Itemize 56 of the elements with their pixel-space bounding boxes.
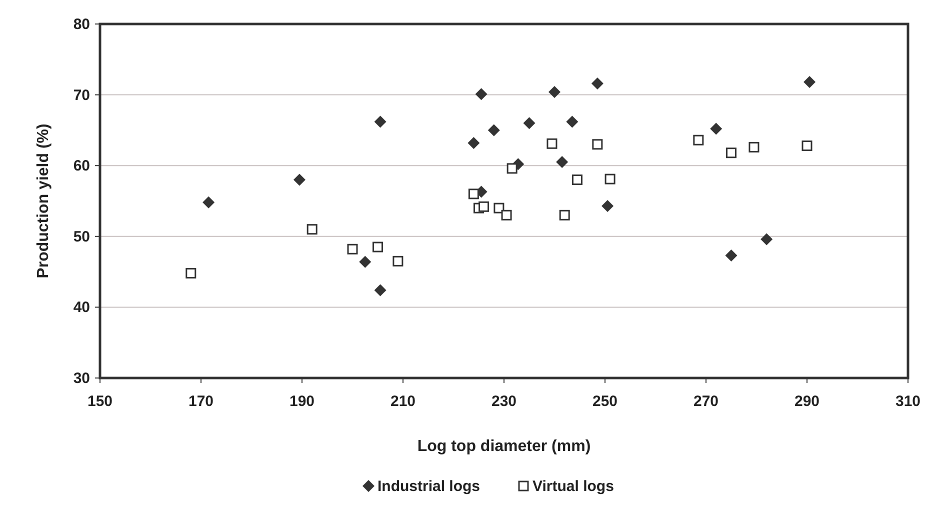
x-tick-label: 310: [895, 393, 921, 410]
legend-label: Virtual logs: [532, 478, 614, 495]
point: [725, 250, 738, 262]
point: [710, 122, 722, 135]
point: [604, 174, 616, 184]
x-tick-label: 150: [87, 393, 113, 410]
point: [546, 138, 558, 149]
point: [726, 148, 736, 158]
point: [306, 224, 318, 235]
y-axis-title: Production yield (%): [35, 124, 52, 278]
point: [559, 210, 570, 220]
point: [556, 156, 568, 168]
point: [572, 174, 582, 186]
point: [374, 284, 386, 296]
x-tick-label: 250: [592, 393, 618, 410]
y-tick-label: 30: [73, 370, 90, 387]
point: [494, 202, 504, 214]
point: [293, 174, 306, 186]
point: [748, 142, 760, 152]
point: [592, 139, 603, 150]
x-tick-label: 230: [491, 393, 517, 410]
point: [202, 196, 215, 208]
point: [374, 116, 386, 128]
y-tick-label: 70: [73, 86, 90, 104]
point: [347, 244, 358, 254]
point: [475, 88, 488, 100]
point: [602, 200, 614, 212]
point: [468, 188, 479, 200]
point: [566, 116, 578, 128]
y-tick-label: 40: [73, 299, 90, 316]
y-tick-label: 60: [73, 158, 90, 175]
x-tick-label: 210: [390, 393, 416, 410]
point: [548, 86, 560, 98]
x-tick-label: 170: [188, 393, 214, 410]
point: [760, 233, 773, 246]
y-tick-label: 80: [73, 16, 90, 33]
point: [392, 256, 404, 266]
point: [501, 210, 512, 220]
x-axis-title: Log top diameter (mm): [417, 438, 591, 455]
x-tick-label: 190: [289, 393, 315, 410]
point: [591, 77, 604, 90]
point: [693, 134, 704, 146]
point: [804, 76, 816, 88]
point: [372, 242, 383, 252]
point: [359, 256, 372, 268]
y-tick-label: 50: [73, 228, 90, 246]
point: [478, 201, 490, 212]
x-tick-label: 270: [693, 393, 719, 410]
point: [523, 117, 536, 130]
point: [506, 163, 518, 174]
point: [488, 124, 500, 136]
legend-label: Industrial logs: [378, 478, 480, 495]
point: [802, 140, 812, 152]
point: [186, 268, 196, 278]
x-tick-label: 290: [794, 393, 820, 410]
point: [468, 136, 480, 149]
